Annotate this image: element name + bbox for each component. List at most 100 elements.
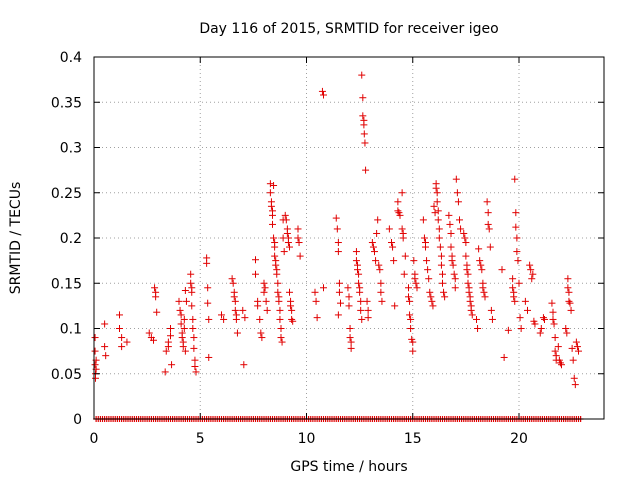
data-point <box>445 211 453 219</box>
x-tick-label: 10 <box>298 431 316 447</box>
data-point <box>177 320 185 328</box>
data-point <box>509 275 517 283</box>
data-point <box>372 257 380 265</box>
data-point <box>167 332 174 340</box>
data-point <box>556 359 564 367</box>
data-point <box>116 311 123 319</box>
data-point <box>190 344 198 352</box>
data-point <box>485 225 493 233</box>
data-point <box>189 315 197 323</box>
data-point <box>344 284 352 292</box>
data-point <box>164 343 172 351</box>
data-point <box>266 189 274 197</box>
data-point <box>447 243 455 251</box>
data-point <box>375 261 383 269</box>
data-point <box>161 368 169 376</box>
data-point <box>565 288 573 296</box>
data-point <box>429 302 437 310</box>
data-point <box>436 243 444 251</box>
data-point <box>284 239 292 247</box>
data-point <box>175 297 183 305</box>
data-point <box>270 182 278 190</box>
data-point <box>204 299 212 307</box>
data-point <box>241 314 249 322</box>
data-point <box>439 279 446 287</box>
data-point <box>273 270 281 278</box>
data-point <box>282 216 290 224</box>
data-point <box>168 361 176 369</box>
data-point <box>462 252 470 260</box>
data-point <box>511 297 519 305</box>
data-point <box>437 261 445 269</box>
data-point <box>466 297 474 305</box>
data-point <box>531 320 539 328</box>
data-point <box>262 297 270 305</box>
data-point <box>272 261 280 269</box>
data-point <box>428 297 436 305</box>
y-tick-label: 0.3 <box>60 141 82 157</box>
data-point <box>270 234 278 242</box>
data-point <box>460 229 468 237</box>
data-point <box>257 329 265 337</box>
data-point <box>570 374 578 382</box>
data-point <box>178 334 186 342</box>
data-point <box>480 288 488 296</box>
data-point <box>464 279 472 287</box>
data-point <box>102 352 110 360</box>
data-point <box>361 139 369 147</box>
data-point <box>476 257 484 265</box>
data-point <box>434 207 442 215</box>
data-point <box>281 211 289 219</box>
y-tick-label: 0 <box>73 412 82 428</box>
data-point <box>360 121 368 129</box>
data-point <box>425 275 433 283</box>
data-point <box>233 329 241 337</box>
data-point <box>410 257 418 265</box>
data-point <box>447 229 455 237</box>
data-point <box>116 325 123 332</box>
data-point <box>357 297 365 305</box>
data-point <box>435 234 443 242</box>
data-point <box>261 284 269 292</box>
data-point <box>286 243 293 251</box>
data-point <box>377 279 385 287</box>
data-point <box>563 329 571 337</box>
y-axis-label: SRMTID / TECUs <box>8 182 24 295</box>
data-point <box>254 302 262 310</box>
data-point <box>181 347 189 355</box>
data-point <box>500 353 508 361</box>
data-point <box>486 243 494 251</box>
data-point <box>514 257 522 265</box>
data-point <box>513 234 521 242</box>
data-point <box>400 270 408 278</box>
data-point <box>446 220 454 228</box>
data-point <box>481 293 489 301</box>
data-point <box>537 325 545 332</box>
data-point <box>465 288 473 296</box>
data-point <box>451 275 459 283</box>
data-point <box>467 306 475 314</box>
data-point <box>420 234 428 242</box>
data-point <box>91 347 99 355</box>
data-point <box>456 216 463 224</box>
data-point <box>311 288 319 296</box>
data-point <box>220 315 228 323</box>
data-point <box>318 87 326 95</box>
data-point <box>359 94 367 102</box>
data-point <box>549 315 557 323</box>
data-point <box>449 261 457 269</box>
data-point <box>162 347 170 355</box>
data-point <box>267 202 275 210</box>
data-point <box>286 288 293 296</box>
data-point <box>150 336 157 344</box>
data-point <box>539 314 547 322</box>
data-point <box>176 306 184 314</box>
data-point <box>287 302 295 310</box>
data-point <box>167 325 174 332</box>
data-point <box>453 189 461 197</box>
data-point <box>204 284 212 292</box>
data-point <box>180 315 188 323</box>
data-point <box>231 306 239 314</box>
y-tick-label: 0.15 <box>51 276 82 292</box>
data-point <box>294 234 302 242</box>
